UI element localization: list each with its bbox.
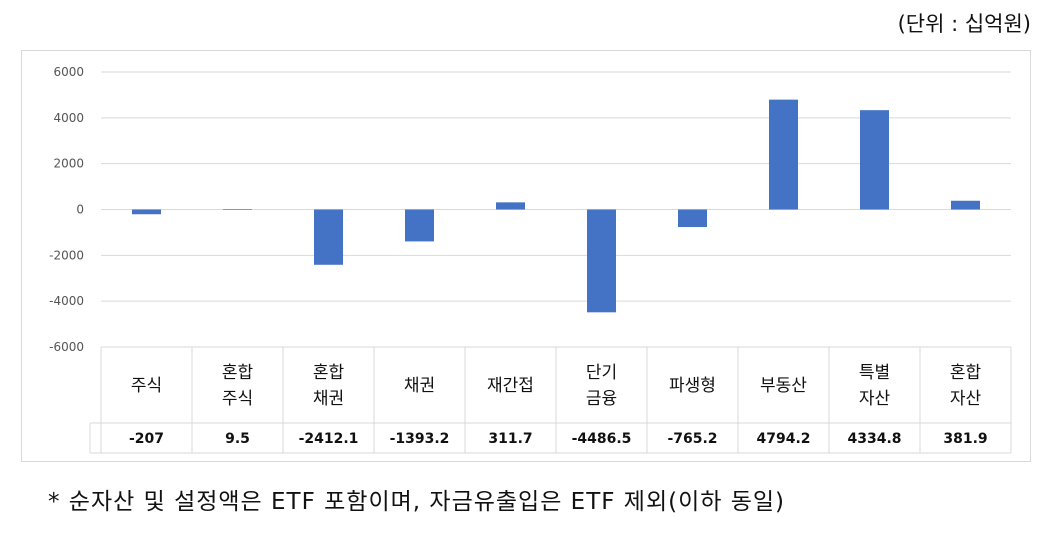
category-label: 재간접: [487, 376, 534, 396]
y-tick-label: 0: [76, 203, 84, 217]
value-label: -2412.1: [299, 431, 359, 447]
category-label: 혼합: [950, 363, 982, 383]
value-label: 311.7: [488, 431, 532, 447]
bar: [132, 209, 161, 215]
value-label: -4486.5: [572, 431, 632, 447]
value-label: -765.2: [667, 431, 717, 447]
bar: [860, 110, 889, 210]
category-label: 채권: [313, 389, 344, 409]
y-tick-label: 4000: [53, 111, 84, 125]
category-label: 주식: [131, 376, 162, 396]
footnote: * 순자산 및 설정액은 ETF 포함이며, 자금유출입은 ETF 제외(이하 …: [48, 489, 786, 515]
category-label: 자산: [859, 389, 891, 409]
value-label: 4794.2: [756, 431, 810, 447]
y-tick-label: -4000: [49, 294, 84, 308]
value-label: 9.5: [225, 431, 250, 447]
bar: [223, 209, 252, 210]
bar: [951, 200, 980, 210]
value-label: 381.9: [943, 431, 987, 447]
category-label: 특별: [859, 363, 890, 383]
category-label: 혼합: [222, 363, 254, 383]
category-label: 채권: [404, 376, 435, 396]
y-tick-label: 2000: [53, 157, 84, 171]
category-label: 혼합: [313, 363, 345, 383]
category-label: 파생형: [669, 376, 716, 396]
category-label: 금융: [586, 389, 617, 409]
data-table: [89, 346, 1012, 454]
y-tick-label: 6000: [53, 65, 84, 79]
value-label: 4334.8: [847, 431, 901, 447]
unit-label: (단위 : 십억원): [897, 12, 1031, 36]
value-label: -1393.2: [390, 431, 450, 447]
bar: [496, 202, 525, 210]
bar: [405, 209, 434, 242]
y-tick-label: -2000: [49, 248, 84, 262]
category-label: 부동산: [760, 376, 807, 396]
y-tick-label: -6000: [49, 340, 84, 354]
bar: [587, 209, 616, 313]
bar: [769, 99, 798, 210]
value-label: -207: [129, 431, 164, 447]
category-label: 단기: [586, 363, 617, 383]
category-label: 주식: [222, 389, 253, 409]
bar: [314, 209, 343, 265]
category-label: 자산: [950, 389, 982, 409]
bar: [678, 209, 707, 228]
